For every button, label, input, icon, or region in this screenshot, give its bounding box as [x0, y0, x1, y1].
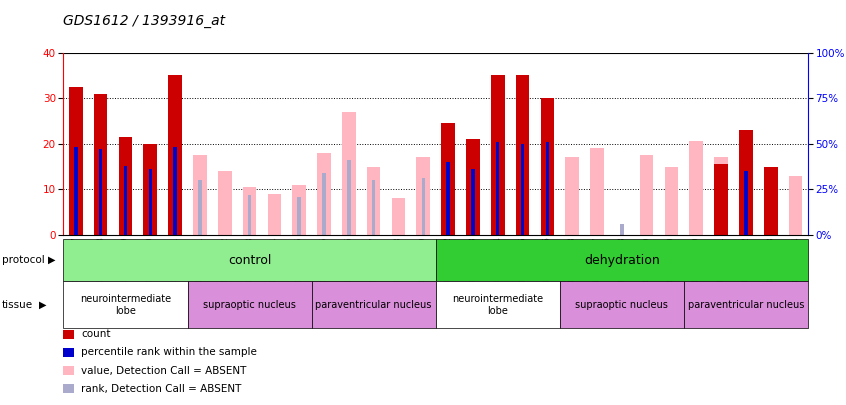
Text: control: control [228, 254, 272, 267]
Text: percentile rank within the sample: percentile rank within the sample [81, 347, 257, 357]
Text: paraventricular nucleus: paraventricular nucleus [316, 300, 431, 310]
Bar [149, 169, 152, 235]
Bar [367, 166, 381, 235]
Bar [516, 75, 530, 235]
Bar [173, 147, 177, 235]
Bar [322, 173, 326, 235]
Bar [788, 176, 802, 235]
Bar [591, 148, 604, 235]
Bar [565, 158, 579, 235]
Bar [99, 149, 102, 235]
Text: supraoptic nucleus: supraoptic nucleus [203, 300, 296, 310]
Bar [739, 130, 753, 235]
Bar [311, 281, 436, 328]
Bar [392, 198, 405, 235]
Text: count: count [81, 329, 111, 339]
Bar [764, 185, 777, 235]
Bar [447, 162, 450, 235]
Bar [416, 158, 430, 235]
Bar [298, 197, 301, 235]
Bar [218, 171, 232, 235]
Bar [144, 144, 157, 235]
Bar [124, 166, 127, 235]
Bar [188, 281, 311, 328]
Bar [640, 155, 653, 235]
Text: dehydration: dehydration [584, 254, 660, 267]
Text: neurointermediate
lobe: neurointermediate lobe [452, 294, 543, 315]
Bar [689, 141, 703, 235]
Bar [74, 147, 78, 235]
Text: neurointermediate
lobe: neurointermediate lobe [80, 294, 171, 315]
Bar [496, 142, 499, 235]
Bar [764, 166, 777, 235]
Bar [471, 169, 475, 235]
Bar [317, 153, 331, 235]
Text: ▶: ▶ [48, 255, 56, 265]
Text: rank, Detection Call = ABSENT: rank, Detection Call = ABSENT [81, 384, 242, 394]
Bar [63, 281, 188, 328]
Bar [714, 164, 728, 235]
Bar [94, 94, 107, 235]
Text: supraoptic nucleus: supraoptic nucleus [575, 300, 668, 310]
Bar [684, 281, 808, 328]
Text: GDS1612 / 1393916_at: GDS1612 / 1393916_at [63, 14, 226, 28]
Bar [665, 166, 678, 235]
Bar [293, 185, 306, 235]
Bar [714, 158, 728, 235]
Bar [118, 137, 132, 235]
Bar [436, 281, 560, 328]
Bar [546, 142, 549, 235]
Bar [342, 112, 355, 235]
Bar [347, 160, 350, 235]
Bar [744, 171, 748, 235]
Bar [442, 123, 455, 235]
Bar [421, 178, 425, 235]
Bar [372, 180, 376, 235]
Bar [620, 224, 624, 235]
Bar [63, 239, 436, 281]
Bar [243, 187, 256, 235]
Text: value, Detection Call = ABSENT: value, Detection Call = ABSENT [81, 366, 246, 375]
Bar [436, 239, 808, 281]
Text: ▶: ▶ [39, 300, 47, 310]
Bar [69, 87, 83, 235]
Bar [466, 139, 480, 235]
Bar [267, 194, 281, 235]
Bar [521, 144, 525, 235]
Bar [491, 75, 504, 235]
Text: paraventricular nucleus: paraventricular nucleus [688, 300, 804, 310]
Text: tissue: tissue [2, 300, 33, 310]
Bar [560, 281, 684, 328]
Bar [193, 155, 206, 235]
Bar [541, 98, 554, 235]
Bar [198, 180, 201, 235]
Bar [248, 195, 251, 235]
Bar [168, 75, 182, 235]
Text: protocol: protocol [2, 255, 45, 265]
